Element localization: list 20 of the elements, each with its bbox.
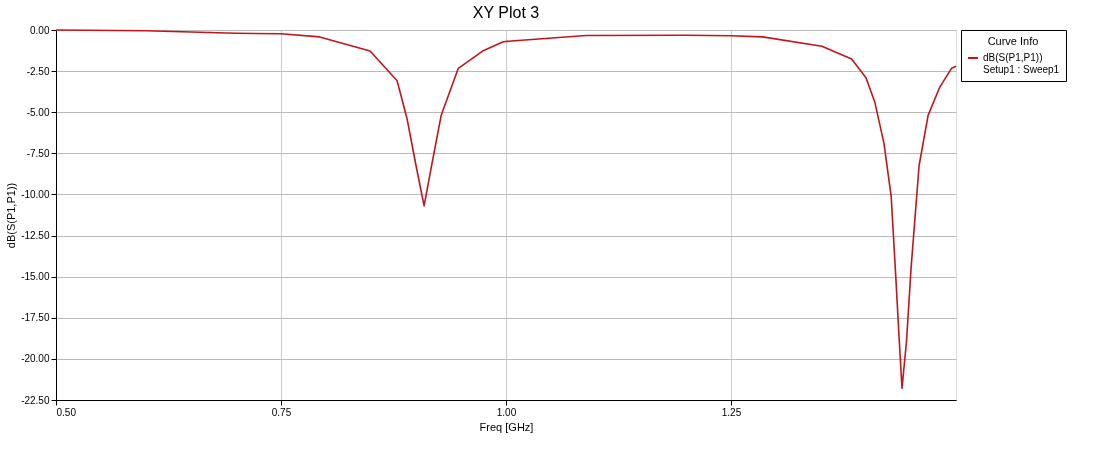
- x-tick-label: 1.00: [496, 406, 517, 418]
- y-axis-title: dB(S(P1,P1)): [5, 182, 18, 249]
- y-tick-label: -5.00: [26, 106, 50, 118]
- y-tick-label: -17.50: [21, 312, 50, 324]
- y-tick-label: -10.00: [21, 188, 50, 200]
- y-tick-label: -12.50: [21, 230, 50, 242]
- y-tick-label: -15.00: [21, 271, 50, 283]
- x-tick-label: 0.75: [271, 406, 292, 418]
- y-tick-label: 0.00: [30, 24, 50, 36]
- legend-label: dB(S(P1,P1)) Setup1 : Sweep1: [983, 52, 1060, 75]
- y-tick-label: -2.50: [26, 65, 50, 77]
- y-tick-label: -22.50: [21, 394, 50, 406]
- y-tick-label: -20.00: [21, 353, 50, 365]
- y-tick-label: -7.50: [26, 147, 50, 159]
- line-series: [55, 29, 957, 390]
- legend-title: Curve Info: [987, 35, 1039, 47]
- x-tick-label: 0.50: [56, 406, 77, 418]
- x-tick-label: 1.25: [721, 406, 742, 418]
- chart-title: XY Plot 3: [472, 4, 540, 21]
- x-axis-title: Freq [GHz]: [479, 420, 534, 433]
